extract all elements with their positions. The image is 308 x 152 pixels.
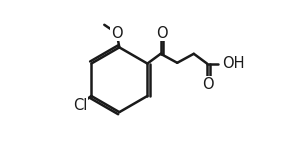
Text: Cl: Cl [73,98,87,113]
Text: O: O [203,77,214,92]
Text: O: O [111,26,123,41]
Text: OH: OH [222,56,244,71]
Text: O: O [156,26,168,40]
